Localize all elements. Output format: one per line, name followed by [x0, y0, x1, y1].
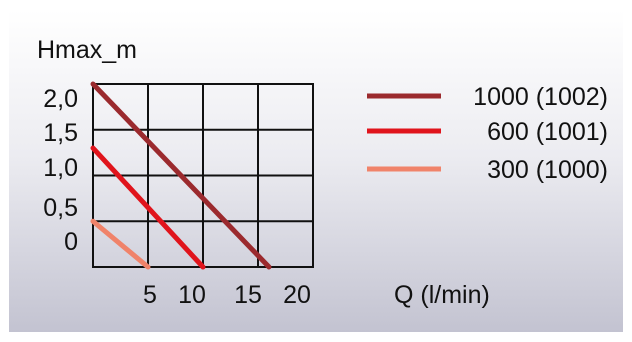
y-tick-label: 0,5: [43, 194, 78, 222]
x-tick-label: 5: [143, 281, 157, 309]
plot-grid: [92, 83, 314, 268]
y-tick-label: 0: [64, 228, 78, 256]
x-axis-label: Q (l/min): [394, 281, 490, 309]
x-tick-label: 10: [178, 281, 206, 309]
legend-label: 600 (1001): [487, 118, 608, 146]
legend-label: 300 (1000): [487, 156, 608, 184]
legend-label: 1000 (1002): [473, 83, 608, 111]
data-series: [90, 81, 272, 270]
legend: 1000 (1002) 600 (1001) 300 (1000): [367, 83, 608, 184]
y-axis-label: Hmax_m: [37, 36, 137, 64]
series-line: [90, 81, 272, 270]
y-tick-label: 1,0: [43, 154, 78, 182]
series-line: [90, 145, 206, 270]
y-tick-label: 1,5: [43, 119, 78, 147]
x-tick-label: 20: [283, 281, 311, 309]
x-tick-label: 15: [234, 281, 262, 309]
series-line: [90, 218, 151, 270]
tick-labels: 5 10 15 20 2,0 1,5 1,0 0,5 0: [43, 85, 311, 309]
y-tick-label: 2,0: [43, 85, 78, 113]
